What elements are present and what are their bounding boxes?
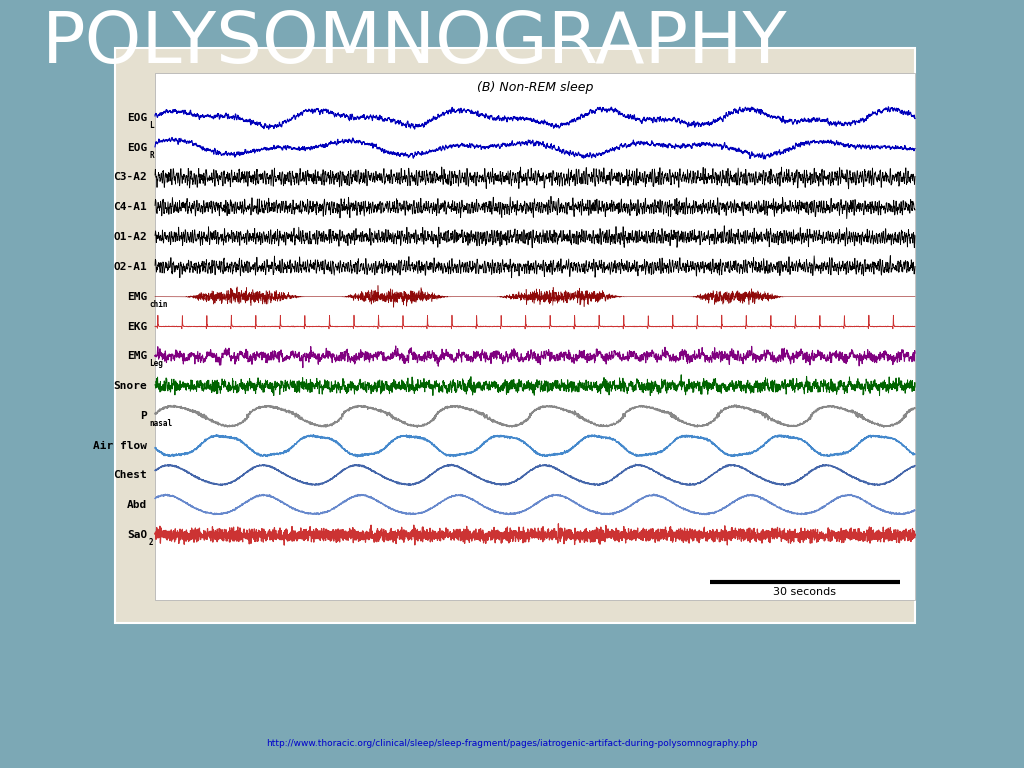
Text: C3-A2: C3-A2 [114,173,147,183]
Text: 30 seconds: 30 seconds [773,587,837,597]
Text: L: L [150,121,154,130]
Text: http://www.thoracic.org/clinical/sleep/sleep-fragment/pages/iatrogenic-artifact-: http://www.thoracic.org/clinical/sleep/s… [266,739,758,748]
Text: nasal: nasal [150,419,172,428]
Text: POLYSOMNOGRAPHY: POLYSOMNOGRAPHY [42,9,787,78]
Text: EMG: EMG [127,351,147,361]
Text: EKG: EKG [127,322,147,332]
Text: Air flow: Air flow [93,441,147,451]
Text: P: P [140,411,147,421]
Text: SaO: SaO [127,530,147,540]
Text: Snore: Snore [114,381,147,391]
Text: EOG: EOG [127,113,147,123]
Text: Leg: Leg [150,359,163,369]
Text: chin: chin [150,300,168,309]
Text: O1-A2: O1-A2 [114,232,147,242]
Bar [115,48,915,623]
Text: O2-A1: O2-A1 [114,262,147,272]
Text: R: R [150,151,154,160]
Text: C4-A1: C4-A1 [114,202,147,212]
Text: EOG: EOG [127,143,147,153]
Text: (B) Non-REM sleep: (B) Non-REM sleep [477,81,593,94]
Bar [155,73,915,600]
Text: Chest: Chest [114,471,147,481]
Text: EMG: EMG [127,292,147,302]
Text: Abd: Abd [127,500,147,510]
Text: 2: 2 [150,538,154,547]
